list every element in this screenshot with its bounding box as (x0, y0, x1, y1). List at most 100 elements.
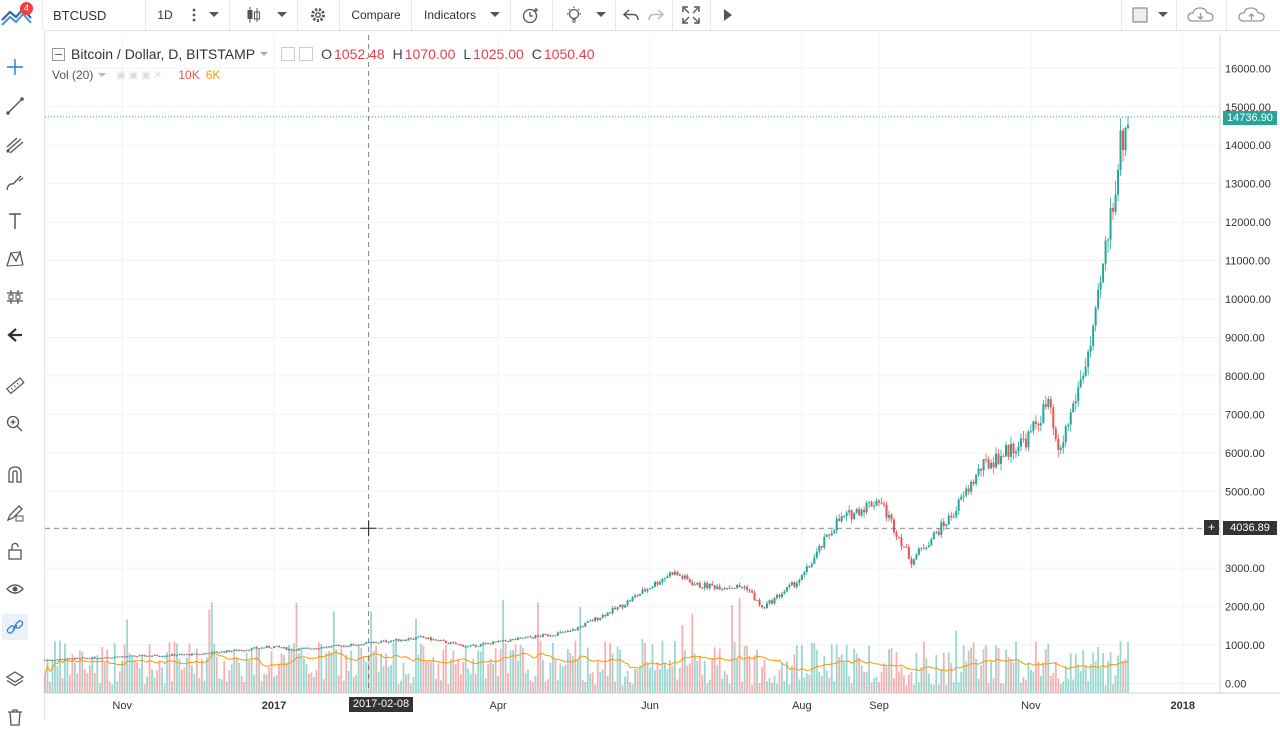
undo-icon[interactable] (619, 0, 643, 30)
volume-title[interactable]: Vol (20) (52, 68, 94, 82)
candle-body (815, 551, 818, 558)
volume-bar (614, 681, 617, 693)
pattern-icon[interactable] (2, 246, 28, 272)
lock-icon[interactable] (2, 538, 28, 564)
volume-bar (449, 659, 452, 693)
volume-bar (982, 648, 985, 693)
alert-clock-icon[interactable] (516, 0, 546, 30)
fullscreen-icon[interactable] (676, 0, 706, 30)
volume-bar (402, 663, 405, 693)
volume-bar (1054, 661, 1057, 693)
app-logo[interactable]: 4 (0, 0, 42, 30)
volume-bar (542, 659, 544, 693)
ruler-icon[interactable] (2, 373, 28, 399)
more-vertical-icon[interactable] (184, 0, 204, 30)
add-alert-plus-icon[interactable]: + (1204, 520, 1219, 535)
candle-body (775, 595, 778, 598)
eye-icon[interactable] (2, 576, 28, 602)
volume-bar (868, 645, 870, 693)
prediction-icon[interactable] (2, 284, 28, 310)
volume-bar (151, 669, 153, 693)
toolbar-divider (552, 0, 553, 30)
symbol-search-button[interactable]: BTCUSD (53, 7, 107, 23)
chevron-down-icon[interactable] (204, 0, 224, 30)
high-label: H (392, 46, 403, 62)
interval-button[interactable]: 1D (157, 8, 173, 22)
volume-bar (1032, 671, 1035, 693)
candle-body (736, 584, 739, 589)
candle-body (912, 559, 915, 565)
candle-body (883, 503, 886, 505)
candle-body (915, 554, 918, 560)
crosshair-icon[interactable] (2, 54, 28, 80)
candle-body (487, 643, 490, 645)
candle-body (751, 590, 754, 593)
volume-icons[interactable]: ▣▣▣✕ (116, 69, 166, 81)
volume-bar (417, 654, 420, 693)
text-icon[interactable] (2, 208, 28, 234)
candle-body (636, 595, 639, 597)
lock-pencil-icon[interactable] (2, 500, 28, 526)
brush-icon[interactable] (2, 170, 28, 196)
layers-icon[interactable] (2, 666, 28, 692)
layout-square-icon[interactable] (1126, 0, 1154, 30)
candle-body (131, 655, 134, 657)
compare-button[interactable]: Compare (351, 8, 401, 22)
volume-bar (843, 662, 846, 693)
volume-bar (350, 650, 353, 693)
symbol-title[interactable]: Bitcoin / Dollar, D, BITSTAMP (71, 46, 256, 62)
redo-icon[interactable] (644, 0, 668, 30)
zoom-icon[interactable] (2, 411, 28, 437)
lightbulb-icon[interactable] (560, 0, 588, 30)
back-arrow-icon[interactable] (2, 322, 28, 348)
candle-body (1012, 443, 1015, 454)
volume-bar (1052, 672, 1055, 693)
volume-bar (116, 681, 119, 693)
candle-body (412, 638, 415, 640)
volume-bar (106, 649, 109, 693)
hide-icon[interactable] (299, 47, 314, 61)
settings-gear-icon[interactable] (303, 0, 333, 30)
candle-body (322, 647, 325, 649)
chevron-down-icon[interactable] (1154, 0, 1172, 30)
link-icon[interactable] (2, 614, 28, 640)
candle-body (81, 657, 84, 659)
pitchfork-icon[interactable] (2, 132, 28, 158)
volume-bar (676, 679, 679, 693)
candles-chart-type-icon[interactable] (236, 0, 270, 30)
candle-body (517, 637, 520, 640)
chevron-down-icon[interactable] (485, 0, 505, 30)
candle-body (1024, 438, 1027, 448)
volume-bar (220, 679, 223, 693)
candle-body (489, 643, 492, 645)
volume-bar (566, 648, 569, 693)
indicators-button[interactable]: Indicators (423, 8, 477, 22)
magnet-icon[interactable] (2, 462, 28, 488)
candle-body (721, 588, 724, 590)
trend-line-icon[interactable] (2, 93, 28, 119)
volume-bar (253, 674, 256, 693)
time-tick-label: Apr (490, 700, 507, 712)
cloud-save-icon[interactable] (1234, 0, 1270, 30)
chart-grid (45, 35, 1220, 693)
candle-body (780, 594, 783, 597)
candle-body (813, 557, 816, 565)
candle-body (579, 626, 582, 628)
candle-body (1062, 442, 1065, 448)
chevron-down-icon[interactable] (259, 50, 269, 58)
volume-bar (228, 670, 231, 693)
volume-bar (768, 677, 771, 693)
cloud-load-icon[interactable] (1184, 0, 1218, 30)
chevron-down-icon[interactable] (272, 0, 292, 30)
last-price-label: 14736.90 (1223, 111, 1277, 125)
volume-bar (885, 667, 888, 693)
chevron-down-icon[interactable] (98, 72, 107, 78)
settings-gear-icon[interactable] (281, 47, 296, 61)
chevron-down-icon[interactable] (591, 0, 611, 30)
volume-bar (698, 655, 701, 693)
candle-body (596, 617, 599, 620)
legend-collapse-icon[interactable] (52, 47, 65, 61)
play-replay-icon[interactable] (714, 0, 742, 30)
candle-body (1027, 431, 1030, 448)
